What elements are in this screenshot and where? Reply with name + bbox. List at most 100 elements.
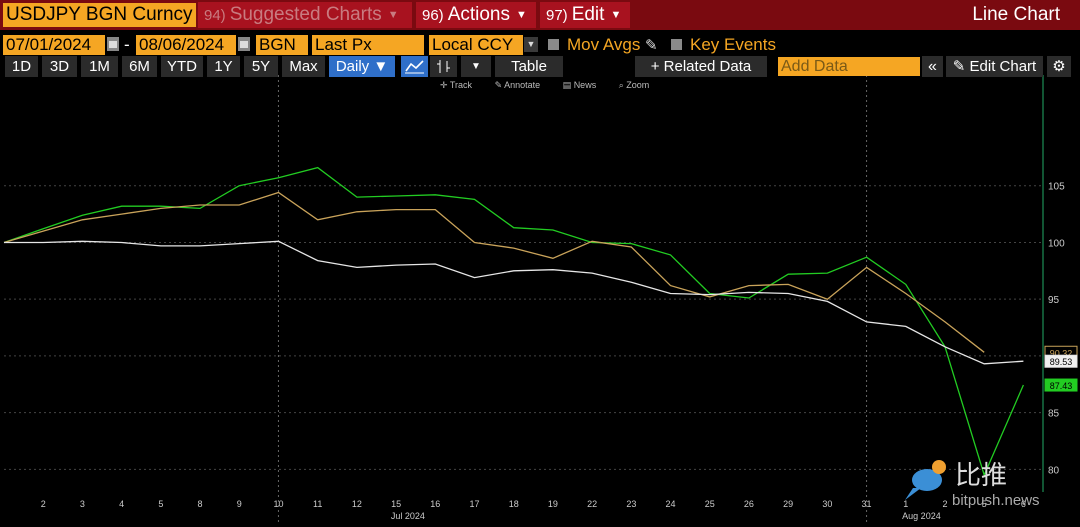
x-tick-label: 4	[119, 499, 124, 509]
edit-num: 97)	[546, 7, 568, 25]
y-tick-label: 85	[1048, 409, 1060, 420]
x-tick-label: 22	[587, 499, 597, 509]
end-date-input[interactable]: 08/06/2024	[136, 35, 236, 55]
x-tick-label: 25	[705, 499, 715, 509]
edit-chart-label: Edit Chart	[969, 58, 1037, 75]
news-label: News	[573, 80, 597, 90]
actions-num: 96)	[422, 7, 444, 25]
frequency-select[interactable]: Daily ▼	[329, 56, 395, 77]
period-ytd-button[interactable]: YTD	[161, 56, 203, 77]
period-5y-button[interactable]: 5Y	[244, 56, 278, 77]
suggested-label: Suggested Charts	[229, 4, 382, 26]
chart-tools: ✛ Track ✎ Annotate ▤ News ⌕ Zoom	[440, 80, 669, 92]
add-data-input[interactable]: Add Data	[778, 57, 920, 76]
last-value-label: 90.32	[1050, 348, 1073, 358]
chevron-down-icon: ▼	[516, 9, 527, 21]
line-chart-glyph	[405, 60, 424, 74]
period-6m-button[interactable]: 6M	[122, 56, 157, 77]
x-tick-label: 1	[903, 499, 908, 509]
x-tick-label: 23	[626, 499, 636, 509]
x-tick-label: 3	[80, 499, 85, 509]
key-events-checkbox[interactable]	[671, 39, 682, 50]
x-tick-label: 18	[509, 499, 519, 509]
x-tick-label: 17	[469, 499, 479, 509]
news-tool[interactable]: ▤ News	[562, 80, 597, 90]
edit-menu[interactable]: 97) Edit ▼	[540, 2, 630, 28]
period-row: 1D 3D 1M 6M YTD 1Y 5Y Max Daily ▼ ▼ Tabl…	[0, 56, 1080, 78]
collapse-icon[interactable]: «	[922, 56, 943, 77]
ohlc-glyph	[437, 60, 450, 73]
gear-icon[interactable]: ⚙	[1047, 56, 1071, 77]
x-tick-label: 31	[862, 499, 872, 509]
watermark-url: bitpush.news	[952, 492, 1040, 509]
x-tick-label: 2	[41, 499, 46, 509]
last-value-label: 87.43	[1050, 381, 1073, 391]
month-label: Jul 2024	[391, 511, 425, 521]
x-tick-label: 15	[391, 499, 401, 509]
x-tick-label: 11	[313, 499, 322, 509]
month-label: Aug 2024	[902, 511, 941, 521]
calendar-icon[interactable]	[238, 37, 250, 51]
line-chart-icon[interactable]	[401, 56, 428, 77]
last-value-badge	[1044, 378, 1078, 392]
track-tool[interactable]: ✛ Track	[440, 80, 473, 90]
period-1m-button[interactable]: 1M	[81, 56, 118, 77]
calendar-icon[interactable]	[107, 37, 119, 51]
annotate-label: Annotate	[504, 80, 541, 90]
chevron-down-icon[interactable]: ▼	[524, 37, 538, 52]
period-max-button[interactable]: Max	[282, 56, 325, 77]
y-tick-label: 95	[1048, 295, 1060, 306]
last-value-label: 89.53	[1050, 357, 1073, 367]
bird-logo-icon	[905, 460, 946, 500]
price-field[interactable]: Last Px	[312, 35, 424, 55]
currency-select[interactable]: Local CCY	[429, 35, 523, 55]
period-1y-button[interactable]: 1Y	[207, 56, 240, 77]
x-tick-label: 29	[783, 499, 793, 509]
x-tick-label: 5	[158, 499, 163, 509]
x-tick-label: 16	[430, 499, 440, 509]
x-tick-label: 10	[273, 499, 283, 509]
chevron-down-icon: ▼	[610, 9, 622, 21]
series-line-2	[3, 191, 985, 353]
series-line-1	[3, 166, 1024, 477]
mov-avgs-checkbox[interactable]	[548, 39, 559, 50]
key-events-label: Key Events	[690, 35, 776, 54]
edit-chart-button[interactable]: ✎ Edit Chart	[946, 56, 1043, 77]
annotate-tool[interactable]: ✎ Annotate	[494, 80, 541, 90]
zoom-tool[interactable]: ⌕ Zoom	[618, 80, 650, 90]
period-3d-button[interactable]: 3D	[42, 56, 77, 77]
date-controls-row: 07/01/2024 - 08/06/2024 BGN Last Px Loca…	[0, 33, 1080, 57]
period-1d-button[interactable]: 1D	[5, 56, 38, 77]
x-tick-label: 9	[237, 499, 242, 509]
x-tick-label: 8	[198, 499, 203, 509]
chart-type-title: Line Chart	[972, 4, 1060, 25]
start-date-input[interactable]: 07/01/2024	[3, 35, 105, 55]
y-tick-label: 105	[1048, 182, 1065, 193]
x-tick-label: 5	[982, 499, 987, 509]
ticker-field[interactable]: USDJPY BGN Curncy	[3, 3, 196, 27]
pencil-icon[interactable]: ✎	[645, 37, 658, 54]
y-tick-label: 80	[1048, 465, 1060, 476]
x-tick-label: 2	[942, 499, 947, 509]
y-tick-label: 100	[1048, 238, 1065, 249]
actions-label: Actions	[447, 4, 510, 26]
chevron-down-icon: ▼	[387, 9, 399, 21]
x-tick-label: 6	[1021, 499, 1026, 509]
x-tick-label: 24	[666, 499, 676, 509]
bar-chart-icon[interactable]	[430, 56, 457, 77]
chevron-down-icon[interactable]: ▼	[461, 56, 491, 77]
x-tick-label: 30	[822, 499, 832, 509]
actions-menu[interactable]: 96) Actions ▼	[416, 2, 536, 28]
x-tick-label: 26	[744, 499, 754, 509]
table-button[interactable]: Table	[495, 56, 563, 77]
track-label: Track	[449, 80, 473, 90]
x-tick-label: 12	[352, 499, 362, 509]
related-data-button[interactable]: + Related Data	[635, 56, 767, 77]
source-field[interactable]: BGN	[256, 35, 308, 55]
pencil-icon: ✎	[952, 58, 970, 75]
date-separator: -	[124, 35, 130, 54]
mov-avgs-label: Mov Avgs	[567, 35, 641, 54]
suggested-charts-menu[interactable]: 94) Suggested Charts ▼	[198, 2, 412, 28]
watermark-text: 比推	[955, 461, 1008, 491]
